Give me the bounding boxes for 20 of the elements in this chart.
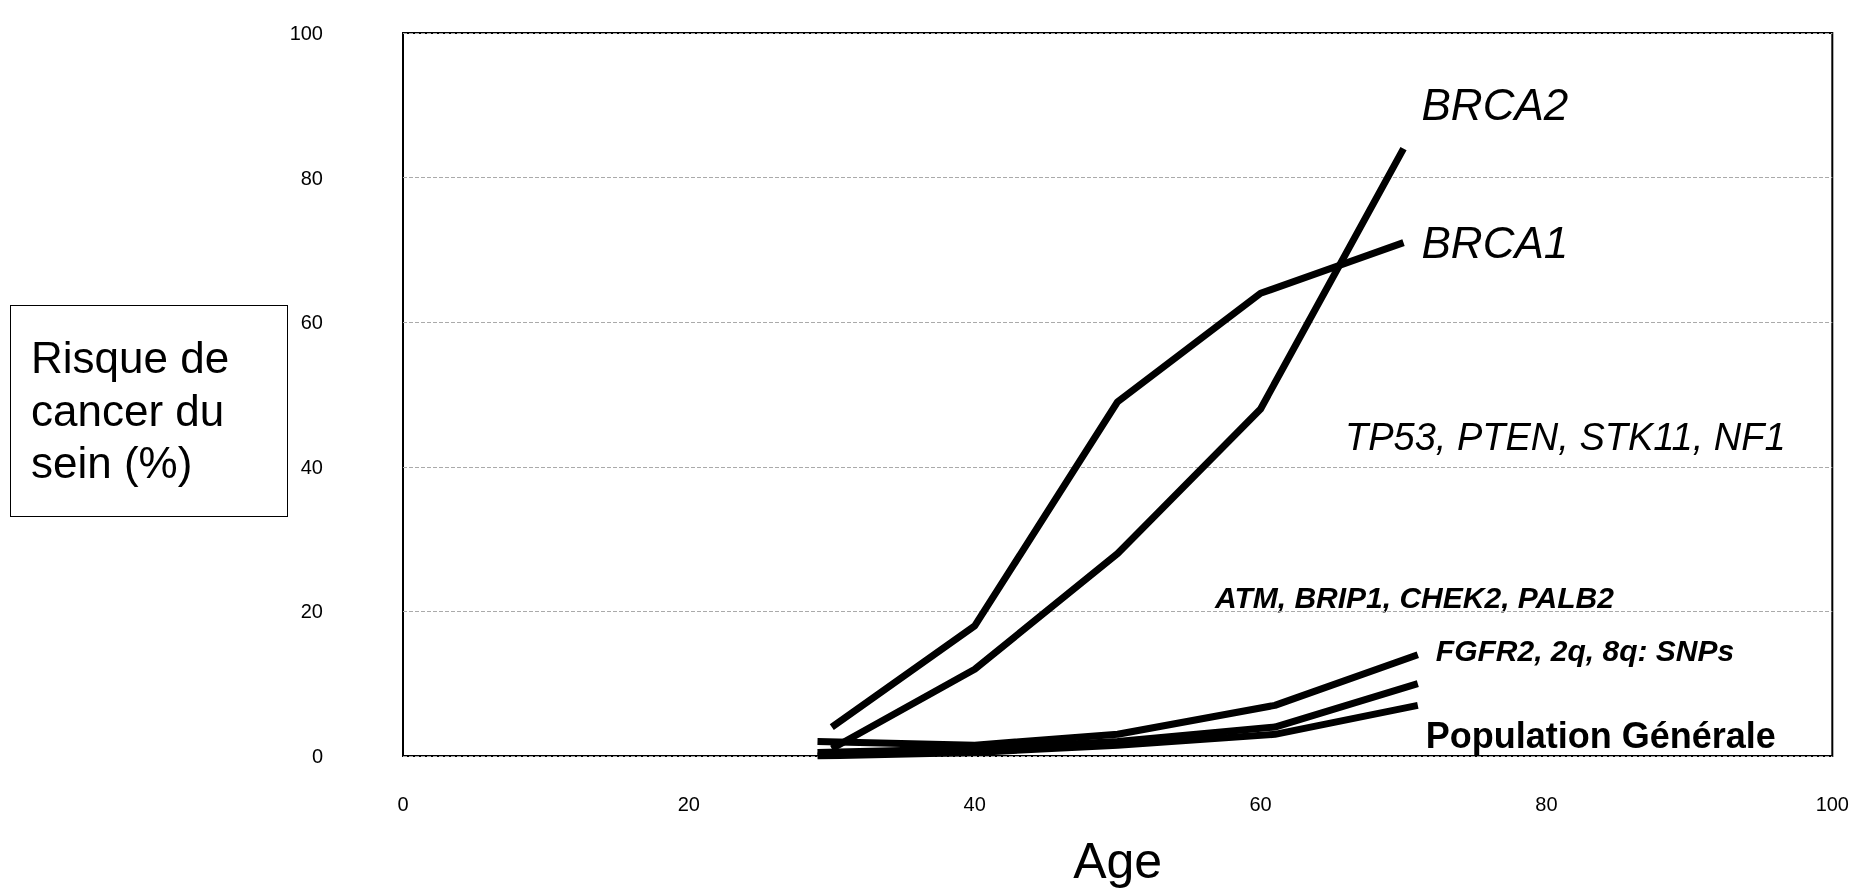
series-label: FGFR2, 2q, 8q: SNPs [1435,634,1735,668]
x-tick-label: 60 [1249,793,1272,815]
x-tick-label: 20 [677,793,700,815]
x-tick-label: 80 [1535,793,1558,815]
y-tick-label: 20 [300,600,323,623]
x-axis-title: Age [1073,833,1163,889]
series-label: BRCA1 [1421,218,1569,268]
y-tick-label: 80 [300,166,323,189]
series-label: Population Générale [1425,714,1776,756]
x-tick-label: 0 [397,793,409,815]
series-label: BRCA2 [1421,80,1569,130]
x-tick-label: 100 [1815,793,1849,815]
x-tick-label: 40 [963,793,986,815]
y-tick-label: 0 [311,745,323,767]
annotation: TP53, PTEN, STK11, NF1 [1345,416,1786,458]
y-tick-label: 60 [300,311,323,334]
annotation: ATM, BRIP1, CHEK2, PALB2 [1214,580,1615,614]
y-axis-title: Risque de cancer du sein (%) [10,305,288,517]
y-tick-label: 100 [289,22,323,44]
y-tick-label: 40 [300,455,323,478]
